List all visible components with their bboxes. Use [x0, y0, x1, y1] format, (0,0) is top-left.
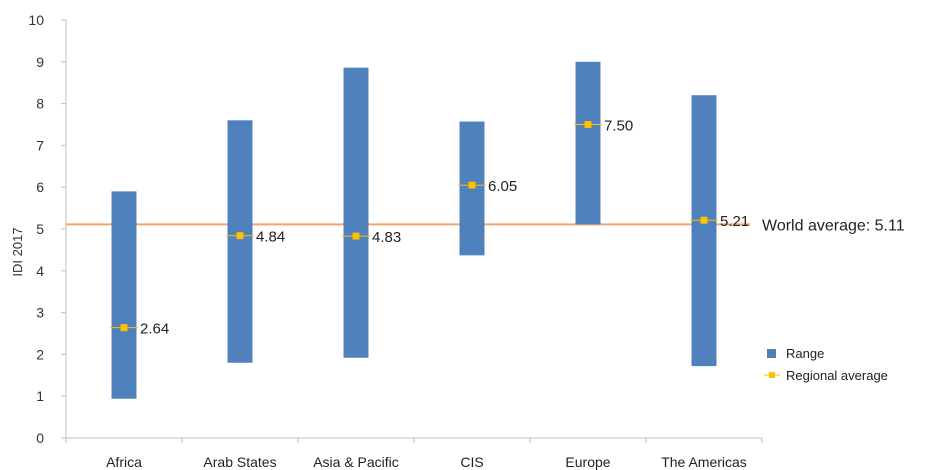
average-point: [584, 121, 592, 128]
y-tick-label: 1: [36, 388, 44, 404]
average-point: [120, 324, 128, 332]
y-axis: 0 1 2 3 4 5 6 7 8 9 10: [28, 12, 67, 446]
average-point: [352, 232, 360, 240]
average-data-label: 2.64: [140, 321, 169, 338]
average-point: [236, 232, 244, 240]
y-tick-label: 3: [36, 305, 44, 321]
legend-average-label: Regional average: [786, 368, 888, 383]
average-data-label: 7.50: [604, 118, 633, 135]
regional-average-points: 2.64 4.84 4.83 6.05 7.50 5.21: [110, 118, 749, 338]
y-tick-label: 7: [36, 137, 44, 153]
range-bar: [343, 67, 369, 358]
average-data-label: 4.83: [372, 229, 401, 246]
average-point: [468, 181, 476, 189]
range-bar: [111, 191, 137, 399]
y-tick-label: 2: [36, 346, 44, 362]
y-axis-title: IDI 2017: [10, 227, 25, 276]
y-tick-label: 10: [28, 12, 44, 28]
x-tick-label: Arab States: [203, 454, 276, 470]
legend: Range Regional average: [764, 346, 888, 383]
x-axis: Africa Arab States Asia & Pacific CIS Europe…: [65, 437, 763, 470]
range-bar: [227, 120, 253, 363]
y-tick-label: 4: [36, 263, 44, 279]
average-data-label: 5.21: [720, 213, 749, 230]
y-tick-label: 9: [36, 54, 44, 70]
legend-range-label: Range: [786, 346, 824, 361]
x-tick-label: Asia & Pacific: [313, 454, 399, 470]
x-tick-label: Europe: [565, 454, 610, 470]
y-tick-label: 6: [36, 179, 44, 195]
range-bar: [575, 61, 601, 225]
y-tick-label: 0: [36, 430, 44, 446]
range-bars: [111, 61, 717, 399]
x-tick-label: Africa: [106, 454, 142, 470]
legend-range-swatch: [767, 349, 776, 358]
x-tick-label: CIS: [460, 454, 483, 470]
range-bar: [691, 95, 717, 367]
average-point: [700, 216, 708, 224]
world-average-label: World average: 5.11: [762, 217, 905, 234]
y-tick-label: 8: [36, 96, 44, 112]
x-tick-label: The Americas: [661, 454, 747, 470]
average-data-label: 6.05: [488, 178, 517, 195]
average-data-label: 4.84: [256, 229, 285, 246]
legend-average-swatch-marker: [769, 372, 775, 378]
y-tick-label: 5: [36, 221, 44, 237]
